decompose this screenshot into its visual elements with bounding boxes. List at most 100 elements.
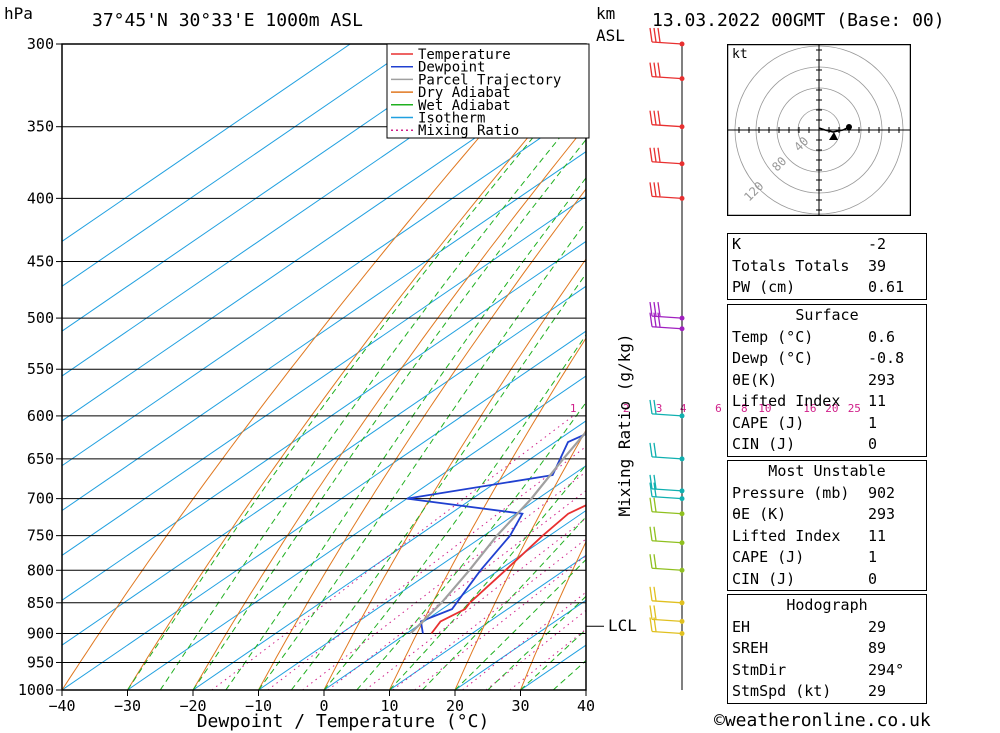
pressure-tick-label: 950 [27, 653, 54, 671]
mixing-ratio-label: 2 [623, 402, 630, 415]
asl-label: ASL [596, 26, 625, 45]
wet-adiabat-line [389, 464, 586, 690]
pressure-tick-label: 350 [27, 118, 54, 136]
hodograph-trace [818, 126, 850, 133]
table-row: Dewp (°C) -0.8 [728, 348, 926, 370]
pressure-tick-label: 900 [27, 624, 54, 642]
table-row: StmSpd (kt) 29 [728, 681, 926, 703]
wind-barb-staff [651, 488, 683, 492]
index-label: θE (K) [732, 505, 787, 523]
temperature-tick-label: −20 [179, 697, 206, 715]
pressure-tick-label: 750 [27, 527, 54, 545]
wind-barb-flag [649, 526, 653, 541]
temperature-tick-label: 30 [511, 697, 529, 715]
mixing-ratio-label: 4 [680, 402, 687, 415]
wind-barb-flag [657, 110, 661, 125]
parcel-trajectory [409, 430, 586, 635]
table-row: Lifted Index 11 [728, 391, 926, 413]
index-label: Pressure (mb) [732, 483, 850, 502]
isotherm-line [62, 151, 586, 512]
surface-title: Surface [795, 306, 859, 324]
wind-barb-flag [657, 182, 661, 197]
mixing-ratio-label: 3 [656, 402, 663, 415]
index-label: StmSpd (kt) [732, 682, 832, 700]
table-row: PW (cm) 0.61 [728, 277, 926, 299]
x-axis-label: Dewpoint / Temperature (°C) [197, 711, 490, 732]
legend-entry: Mixing Ratio [418, 123, 519, 139]
dry-adiabat-line [323, 258, 586, 690]
isotherm-line [62, 195, 586, 557]
pressure-tick-label: 1000 [18, 681, 54, 699]
location-title: 37°45'N 30°33'E 1000m ASL [92, 10, 363, 31]
pressure-tick-label: 500 [27, 309, 54, 327]
index-label: SREH [732, 639, 769, 657]
wind-barb-flag [649, 442, 653, 457]
index-label: CIN (J) [732, 569, 796, 588]
lcl-label: LCL [608, 616, 637, 635]
wind-barb-staff [651, 326, 683, 330]
wind-barb-staff [651, 315, 683, 319]
dry-adiabat-line [127, 67, 586, 690]
wind-barb-flag [653, 301, 657, 317]
mixing-ratio-axis-label: Mixing Ratio (g/kg) [615, 333, 634, 516]
legend-entry: Parcel Trajectory [418, 72, 561, 88]
wind-barb-flag [657, 301, 661, 317]
index-value: 0.61 [868, 278, 905, 296]
datetime-title: 13.03.2022 00GMT (Base: 00) [652, 10, 945, 31]
pressure-tick-label: 800 [27, 561, 54, 579]
mixing-ratio-line [211, 415, 574, 690]
pressure-tick-label: 550 [27, 360, 54, 378]
dewpoint-profile [406, 432, 586, 634]
wind-barb-staff [651, 124, 683, 128]
temperature-tick-label: −30 [114, 697, 141, 715]
table-row: CIN (J) 0 [728, 434, 926, 456]
pressure-tick-label: 650 [27, 450, 54, 468]
wet-adiabat-line [290, 272, 586, 690]
wind-barb-flag [653, 182, 657, 197]
table-row: SREH 89 [728, 638, 926, 660]
legend-entry: Temperature [418, 47, 511, 63]
index-label: θE(K) [732, 370, 778, 389]
wind-barb-flag [649, 312, 653, 327]
table-row: CAPE (J) 1 [728, 547, 926, 569]
wind-barb-flag [653, 27, 657, 43]
wind-barb-flag [653, 586, 657, 601]
hodograph-title: Hodograph [786, 596, 868, 614]
index-value: 902 [868, 483, 896, 502]
wind-barb-flag [649, 586, 653, 601]
index-value: 1 [868, 548, 878, 566]
surface-table: Surface Temp (°C) 0.6 Dewp (°C) -0.8 θE(K)… [727, 304, 927, 457]
mixing-ratio-label: 10 [758, 402, 771, 415]
wind-barb-flag [653, 497, 657, 512]
wet-adiabat-line [225, 177, 586, 690]
isotherm-line [62, 61, 586, 422]
wind-barb-staff [651, 41, 683, 45]
mixing-ratio-label: 20 [825, 402, 838, 415]
isotherm-line [258, 465, 586, 690]
isotherm-line [62, 44, 547, 377]
wet-adiabat-line [192, 138, 586, 690]
wind-barb-flag [653, 474, 657, 489]
mixing-ratio-label: 8 [741, 402, 748, 415]
index-label: Totals Totals [732, 256, 850, 275]
wind-barb-flag [653, 617, 657, 632]
wind-barb-staff [651, 495, 683, 500]
wind-barb-flag [649, 110, 653, 125]
table-row: Lifted Index 11 [728, 526, 926, 548]
index-value: 1 [868, 413, 878, 432]
wind-barb-staff [651, 600, 683, 604]
wind-barb-flag [649, 554, 653, 569]
pressure-tick-label: 400 [27, 189, 54, 207]
index-label: CIN (J) [732, 435, 796, 453]
wind-barb-staff [651, 75, 683, 80]
hodograph-end-dot [846, 124, 852, 130]
wind-barb-staff [651, 630, 683, 635]
pressure-tick-label: 300 [27, 35, 54, 53]
table-row: Totals Totals 39 [728, 256, 926, 278]
hodograph-unit-label: kt [732, 47, 748, 62]
credit-link[interactable]: ©weatheronline.co.uk [714, 710, 931, 731]
wind-barb-flag [649, 147, 653, 162]
temperature-profile [430, 504, 586, 635]
index-value: -0.8 [868, 349, 905, 367]
